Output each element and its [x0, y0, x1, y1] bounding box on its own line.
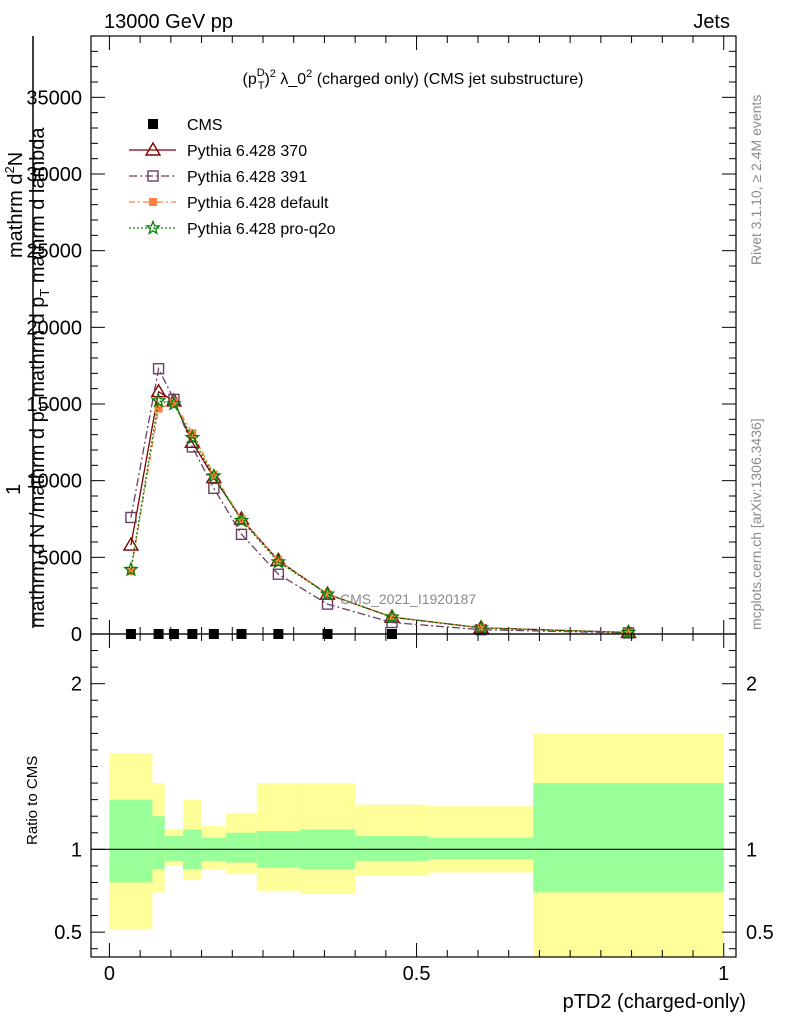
series-point	[122, 536, 140, 551]
plot-title: (pD T)2 λ_02 (charged only) (CMS jet subs…	[243, 67, 584, 92]
ratio-ticks	[91, 634, 736, 957]
ratio-band-green	[109, 799, 153, 883]
ratio-ytick-label-right: 0.5	[746, 922, 774, 944]
ratio-plot: 0.5 0.5 1 1 2 2 0 0.5 1 Ratio to CMS pTD2 (charg…	[24, 633, 774, 1013]
series-point	[274, 556, 283, 565]
series-line	[130, 366, 629, 634]
series-point	[620, 624, 637, 640]
ratio-band-green	[164, 836, 184, 861]
legend-label: Pythia 6.428 pro-q2o	[187, 221, 336, 238]
series-point	[125, 511, 137, 524]
ratio-ytick-label-right: 2	[746, 674, 757, 696]
main-ytick-label: 10000	[26, 471, 82, 493]
main-ytick-label: 15000	[26, 394, 82, 416]
ratio-tick-labels: 0.5 0.5 1 1 2 2 0 0.5 1	[54, 674, 774, 985]
series-point	[233, 512, 250, 528]
legend-entry: CMS	[148, 117, 223, 134]
series-point	[272, 568, 285, 580]
ratio-ytick-label-left: 2	[71, 674, 82, 696]
series-4	[123, 392, 637, 640]
legend-entry: Pythia 6.428 pro-q2o	[129, 219, 336, 238]
main-y-axis-label: 1 mathrm d N /mathrm d pT mathrm d pT ma…	[2, 36, 52, 628]
series-point	[270, 553, 287, 569]
series-point	[209, 470, 218, 479]
series-point	[188, 429, 197, 438]
legend-entry: Pythia 6.428 370	[129, 141, 307, 160]
series-point	[205, 467, 222, 483]
ratio-ytick-label-right: 1	[746, 839, 757, 861]
series-point	[123, 561, 139, 577]
legend-marker	[149, 198, 157, 206]
header-right-label: Jets	[693, 11, 730, 33]
series-2	[125, 363, 635, 639]
watermark-label: CMS_2021_I1920187	[340, 591, 476, 607]
series-point	[126, 567, 135, 576]
ratio-band-green	[226, 832, 257, 863]
main-ytick-label: 5000	[38, 547, 83, 569]
main-ytick-labels: 0 5000 10000 15000 20000 25000 30000 35000	[26, 87, 82, 646]
legend-entry: Pythia 6.428 391	[129, 169, 307, 186]
legend-marker	[147, 170, 159, 182]
header-left-label: 13000 GeV pp	[104, 11, 233, 33]
legend-label: Pythia 6.428 default	[187, 195, 329, 212]
legend-label: Pythia 6.428 391	[187, 169, 307, 186]
legend-entry: Pythia 6.428 default	[129, 195, 329, 212]
main-ytick-label: 25000	[26, 241, 82, 263]
legend-label: CMS	[187, 117, 223, 134]
main-ytick-label: 20000	[26, 317, 82, 339]
legend-label: Pythia 6.428 370	[187, 143, 307, 160]
ratio-band-green	[355, 836, 429, 861]
xtick-label: 1	[718, 963, 729, 985]
ratio-ytick-label-left: 1	[71, 839, 82, 861]
series-point	[184, 429, 201, 445]
ylabel-numerator: mathrm d2N	[2, 152, 27, 258]
ratio-band-green	[428, 837, 534, 860]
legend-marker	[145, 219, 161, 235]
rivet-label: Rivet 3.1.10, ≥ 2.4M events	[748, 95, 764, 265]
series-point	[323, 590, 332, 599]
mcplots-label: mcplots.cern.ch [arXiv:1306.3436]	[748, 418, 764, 630]
ylabel-one: 1	[3, 484, 25, 495]
series-point	[186, 441, 199, 453]
legend-marker	[144, 141, 162, 156]
main-ytick-label: 30000	[26, 164, 82, 186]
series-point	[208, 482, 220, 495]
series-point	[473, 619, 489, 635]
main-plot: 0 5000 10000 15000 20000 25000 30000 35000 CMS_…	[26, 35, 737, 646]
ratio-ytick-label-left: 0.5	[54, 922, 82, 944]
ylabel-denominator: mathrm d N /mathrm d pT mathrm d pT math…	[27, 127, 52, 628]
series-point	[154, 404, 163, 413]
series-point	[388, 613, 396, 622]
series-point	[169, 398, 178, 407]
series-point	[321, 598, 334, 610]
xtick-label: 0.5	[403, 963, 431, 985]
series-point	[319, 585, 336, 601]
series-point	[166, 395, 182, 411]
main-ytick-label: 35000	[26, 87, 82, 109]
ratio-bands	[109, 733, 724, 957]
ratio-y-axis-label: Ratio to CMS	[24, 756, 41, 845]
series-point	[150, 392, 167, 408]
ratio-plot-frame	[90, 633, 737, 958]
ratio-band-green	[152, 816, 165, 870]
main-ytick-label: 0	[71, 624, 82, 646]
legend: CMS Pythia 6.428 370 Pythia 6.428 391 Pythi…	[129, 117, 336, 238]
xtick-label: 0	[104, 963, 115, 985]
x-axis-label: pTD2 (charged-only)	[563, 991, 746, 1013]
series-point	[152, 363, 165, 375]
ratio-band-green	[533, 783, 724, 893]
legend-marker	[148, 119, 158, 129]
series-point	[235, 528, 248, 541]
series-point	[237, 515, 246, 523]
series-point	[384, 608, 400, 624]
